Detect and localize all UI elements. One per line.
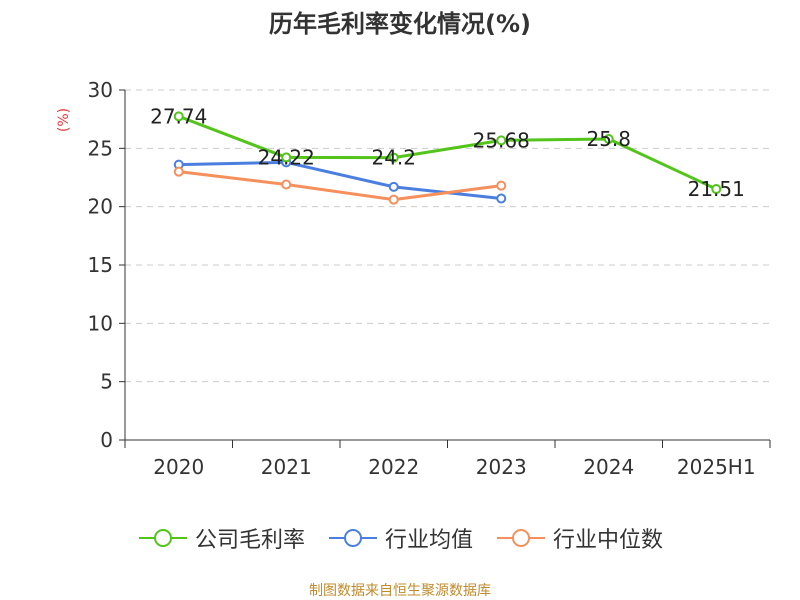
data-point	[173, 166, 184, 177]
legend-circle	[512, 529, 530, 547]
data-label: 25.68	[473, 128, 530, 152]
y-tick-label: 15	[88, 253, 113, 277]
data-point	[603, 134, 614, 144]
x-tick-label: 2024	[583, 455, 634, 479]
x-tick-label: 2022	[368, 455, 419, 479]
legend-item[interactable]: 行业中位数	[495, 522, 663, 554]
data-label: 24.22	[258, 145, 315, 169]
data-point	[496, 135, 507, 146]
data-point	[281, 179, 292, 190]
data-label: 27.74	[150, 104, 207, 128]
y-tick-label: 0	[100, 428, 113, 452]
data-point	[496, 193, 507, 204]
data-point	[711, 184, 722, 195]
legend: 公司毛利率 行业均值 行业中位数	[0, 522, 800, 554]
y-tick-label: 5	[100, 370, 113, 394]
axes: 0 5 10 15 20 25 30 2020 2021 2022 2023 2024 2025H1	[88, 78, 771, 479]
legend-circle	[343, 529, 362, 547]
x-tick-label: 2020	[153, 455, 204, 479]
data-point	[496, 180, 507, 191]
legend-marker-icon	[138, 529, 187, 547]
x-tick-label: 2021	[261, 455, 312, 479]
legend-label: 公司毛利率	[194, 528, 305, 553]
data-point	[388, 181, 399, 192]
legend-item[interactable]: 公司毛利率	[137, 522, 305, 554]
y-tick-label: 30	[88, 78, 113, 102]
x-tick-label: 2025H1	[677, 455, 756, 479]
y-tick-label: 25	[88, 136, 113, 160]
data-label: 25.8	[586, 127, 631, 151]
data-label: 21.51	[688, 177, 745, 201]
legend-label: 行业中位数	[553, 528, 664, 553]
data-labels: 27.74 24.22 24.2 25.68 25.8 21.51	[150, 104, 745, 201]
data-point	[388, 194, 399, 205]
data-label: 24.2	[371, 146, 416, 170]
data-point	[388, 152, 399, 163]
data-point	[173, 111, 184, 122]
legend-circle	[153, 529, 172, 547]
y-tick-label: 10	[88, 311, 113, 335]
source-footer: 制图数据来自恒生聚源数据库	[309, 583, 491, 599]
x-tick-label: 2023	[476, 455, 527, 479]
legend-item[interactable]: 行业均值	[327, 522, 473, 554]
legend-marker-icon	[328, 529, 377, 547]
series-line	[178, 170, 502, 202]
series-layer	[173, 111, 722, 205]
legend-marker-icon	[497, 529, 545, 547]
chart-title: 历年毛利率变化情况(%)	[269, 10, 531, 38]
legend-label: 行业均值	[384, 528, 473, 553]
y-tick-label: 20	[88, 195, 113, 219]
data-point	[281, 152, 292, 163]
series-line	[178, 114, 717, 191]
